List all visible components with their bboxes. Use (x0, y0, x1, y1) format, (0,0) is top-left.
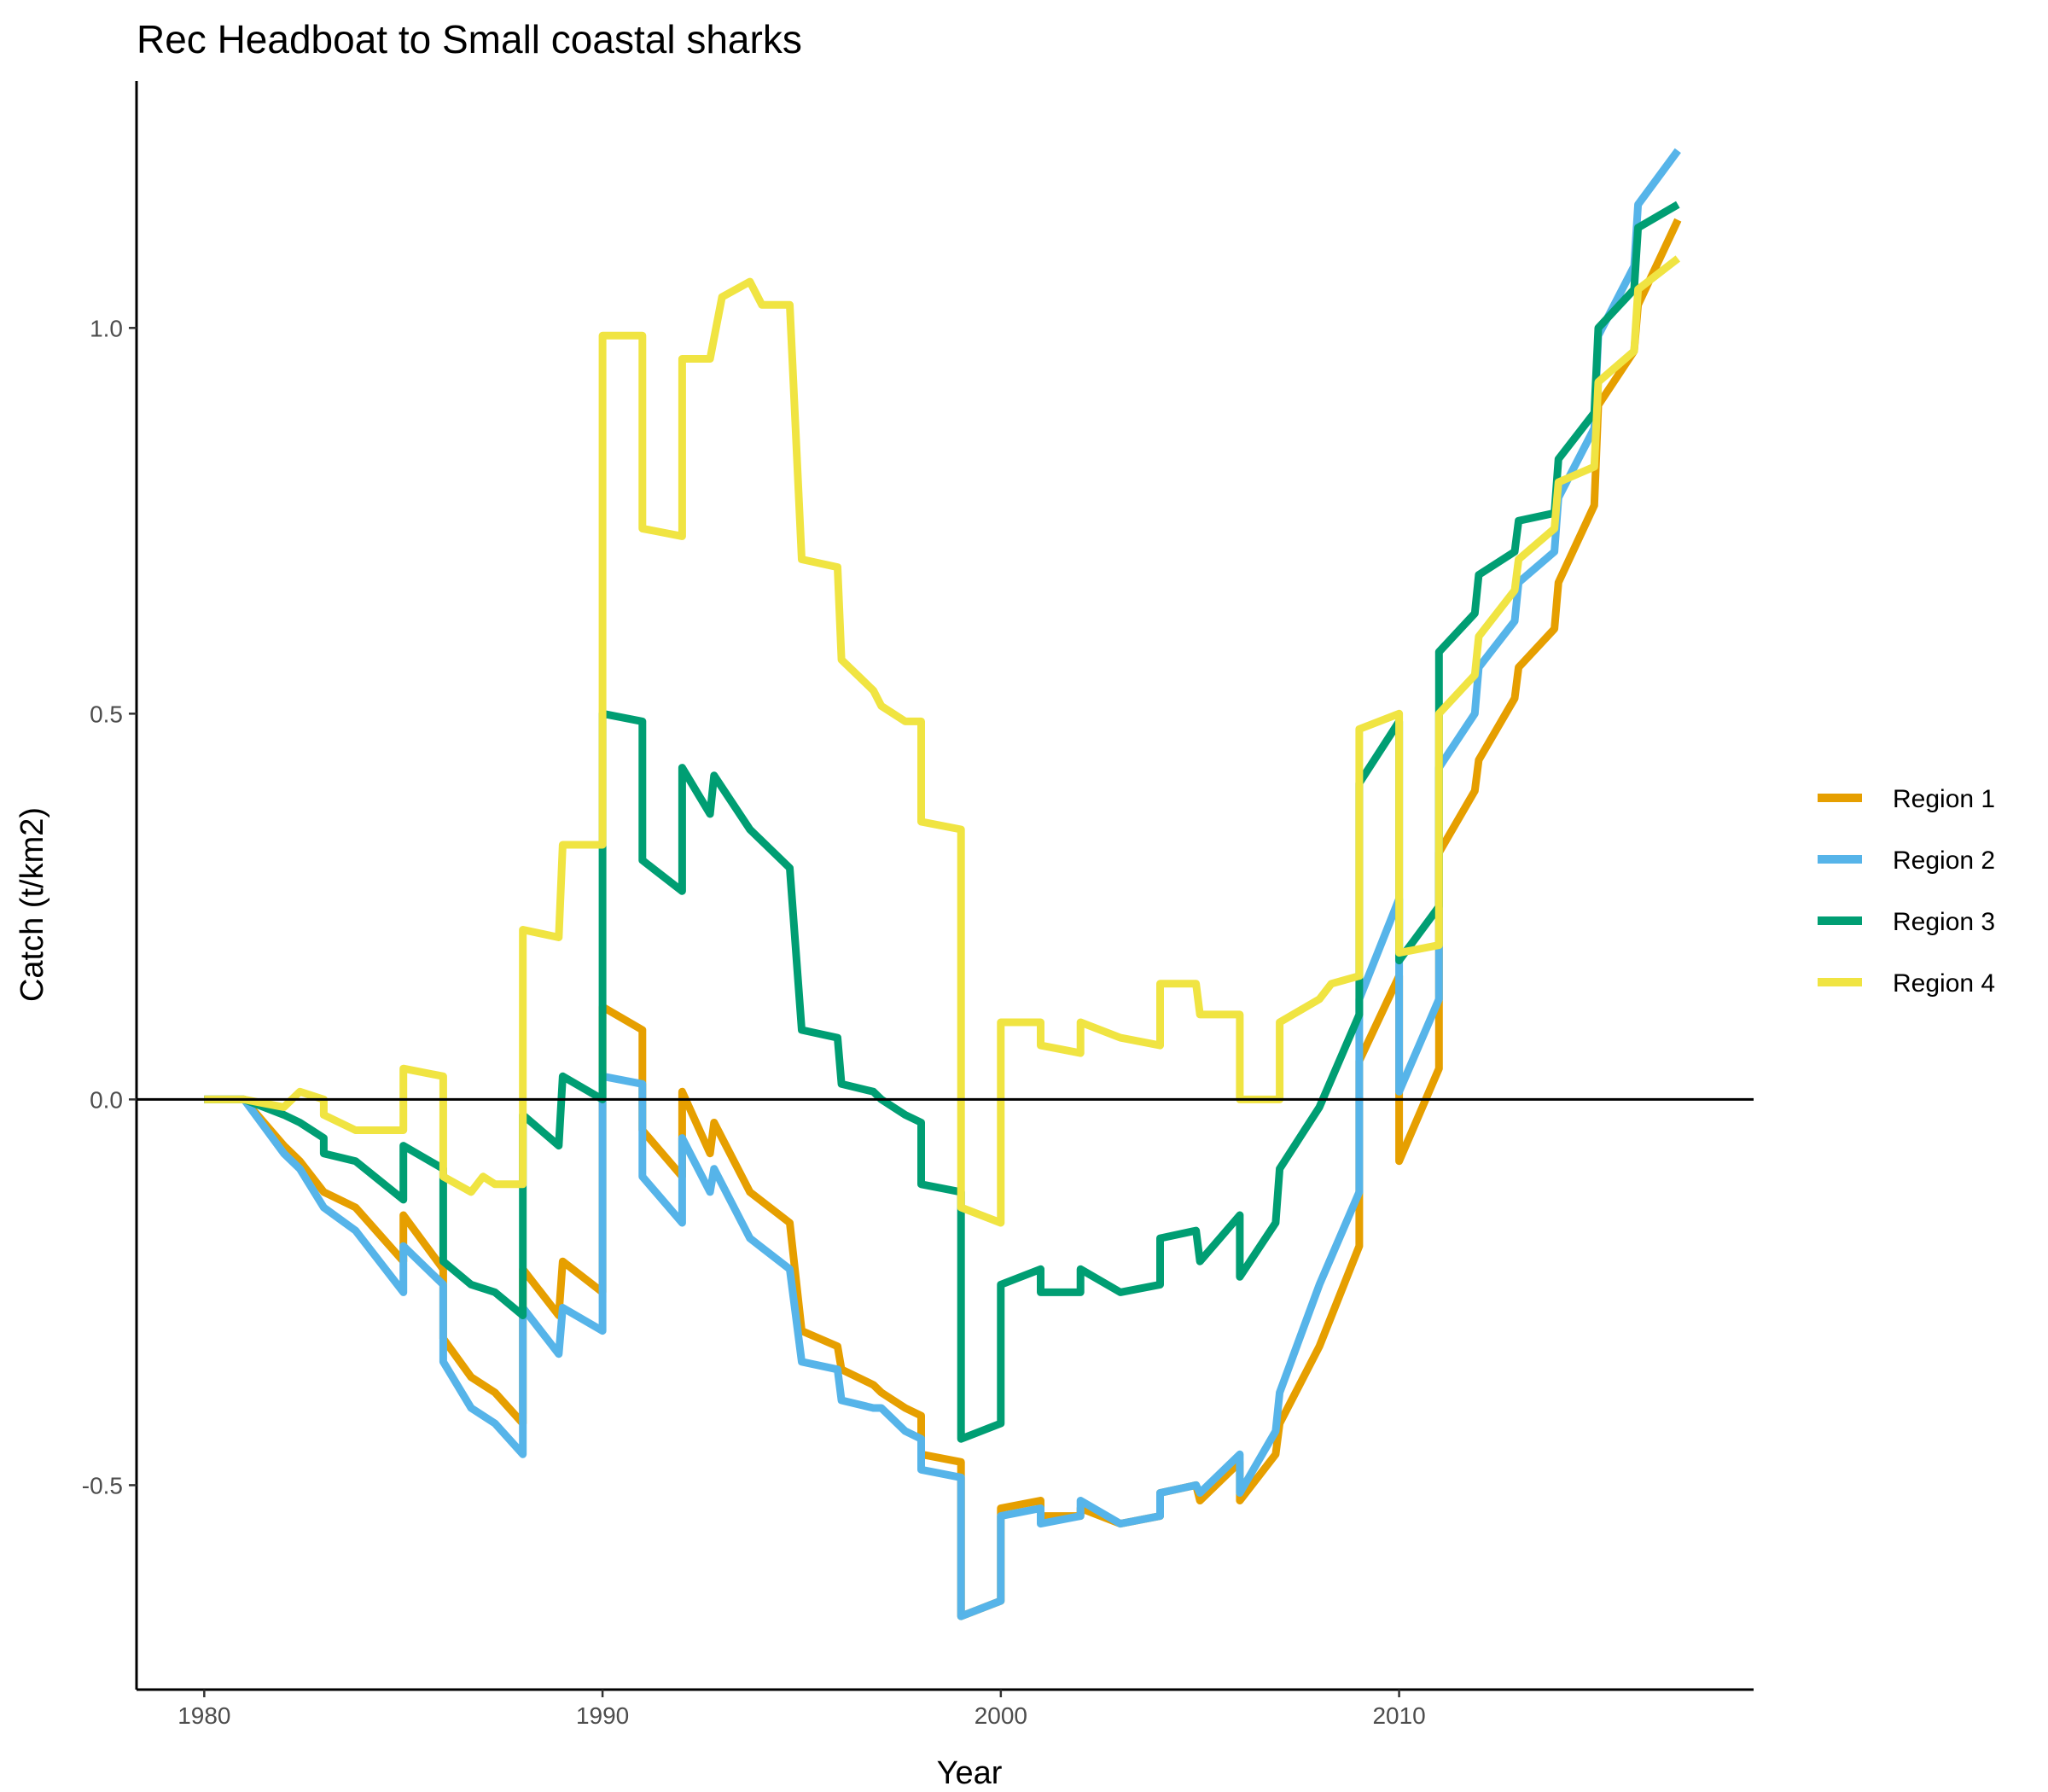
legend-label: Region 3 (1893, 908, 1995, 936)
legend-label: Region 4 (1893, 969, 1995, 998)
x-tick-label: 2010 (1372, 1702, 1425, 1729)
legend-label: Region 2 (1893, 847, 1995, 875)
x-tick-label: 1980 (177, 1702, 230, 1729)
plot-area: 1980 1990 2000 2010 -0.5 0.0 0.5 1.0 (82, 81, 1754, 1729)
chart-title: Rec Headboat to Small coastal sharks (137, 17, 802, 61)
series-line-region-1 (204, 218, 1682, 1620)
legend: Region 1 Region 2 Region 3 Region 4 (1818, 785, 1995, 998)
y-tick-label: 0.5 (90, 701, 123, 727)
x-axis-ticks: 1980 1990 2000 2010 (177, 1690, 1426, 1729)
x-tick-label: 2000 (975, 1702, 1027, 1729)
x-tick-label: 1990 (576, 1702, 629, 1729)
y-tick-label: 0.0 (90, 1086, 123, 1113)
y-axis-title: Catch (t/km2) (15, 807, 50, 1002)
legend-label: Region 1 (1893, 785, 1995, 813)
series-line-region-2 (204, 148, 1681, 1620)
y-axis-ticks: -0.5 0.0 0.5 1.0 (82, 315, 137, 1498)
series-line-region-4 (204, 255, 1681, 1227)
x-axis-title: Year (937, 1755, 1003, 1791)
y-tick-label: 1.0 (90, 315, 123, 341)
series-lines (204, 148, 1682, 1620)
y-tick-label: -0.5 (82, 1472, 123, 1498)
